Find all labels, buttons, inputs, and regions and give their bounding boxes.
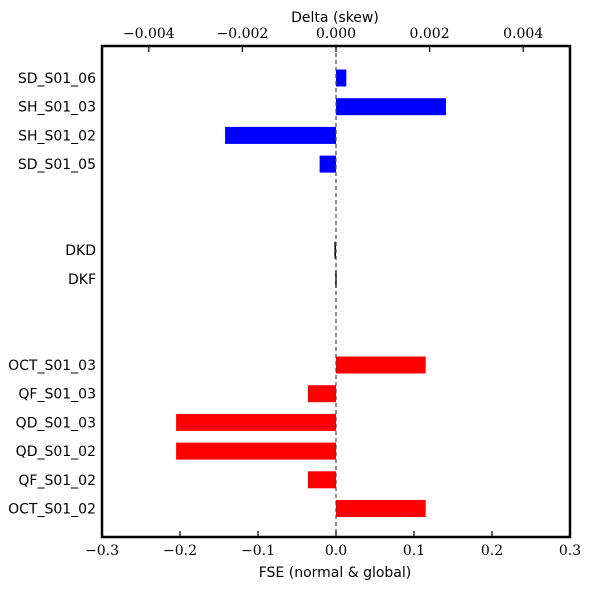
category-label: QD_S01_02 xyxy=(16,444,96,460)
bar-sd-s01-05 xyxy=(319,155,336,173)
top-tick-label: −0.004 xyxy=(123,26,175,42)
bar-qf-s01-03 xyxy=(307,385,336,403)
bar-sh-s01-02 xyxy=(225,126,336,144)
top-tick-label: −0.002 xyxy=(216,26,268,42)
bar-sd-s01-06 xyxy=(336,69,347,87)
category-label: QF_S01_03 xyxy=(18,387,96,403)
x-tick-label: 0.3 xyxy=(559,543,581,559)
x-tick-label: −0.2 xyxy=(163,543,197,559)
bar-oct-s01-02 xyxy=(336,500,426,517)
x-tick-label: 0.1 xyxy=(403,543,425,559)
x-tick-label: −0.1 xyxy=(241,543,275,559)
category-label: SH_S01_02 xyxy=(18,128,96,144)
x-axis-title: FSE (normal & global) xyxy=(259,565,411,581)
top-axis-title: Delta (skew) xyxy=(291,10,379,26)
category-label: SD_S01_05 xyxy=(18,157,96,173)
x-tick-label: 0.0 xyxy=(325,543,347,559)
bar-qd-s01-03 xyxy=(176,413,336,431)
bar-qf-s01-02 xyxy=(307,471,336,489)
top-tick-label: 0.004 xyxy=(503,26,543,42)
bar-qd-s01-02 xyxy=(176,442,336,460)
category-label: OCT_S01_03 xyxy=(8,358,96,374)
bar-dkd xyxy=(334,241,336,259)
x-tick-label: −0.3 xyxy=(85,543,119,559)
category-label: SD_S01_06 xyxy=(18,71,96,87)
category-label: QF_S01_02 xyxy=(18,473,96,489)
bar-sh-s01-03 xyxy=(336,98,446,116)
category-label: OCT_S01_02 xyxy=(8,502,96,518)
top-tick-label: 0.002 xyxy=(410,26,450,42)
category-label: DKD xyxy=(65,243,96,259)
bar-oct-s01-03 xyxy=(336,356,426,374)
x-tick-label: 0.2 xyxy=(481,543,503,559)
category-label: QD_S01_03 xyxy=(16,415,96,431)
category-label: DKF xyxy=(68,272,96,288)
top-tick-label: 0.000 xyxy=(316,26,356,42)
category-label: SH_S01_03 xyxy=(18,100,96,116)
